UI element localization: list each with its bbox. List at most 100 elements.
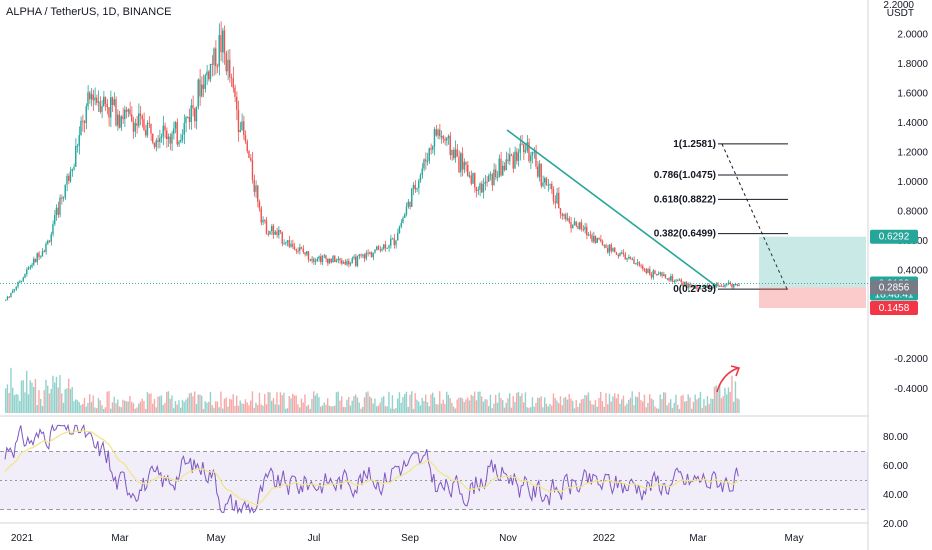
volume-bar [419,405,422,413]
volume-bar [621,399,623,413]
volume-bar [337,391,339,413]
candle-body [733,284,735,288]
volume-bar [589,400,591,413]
volume-bar [341,396,343,413]
volume-bar [398,392,401,413]
candle-body [17,281,19,287]
candle-body [62,197,65,199]
candle-body [66,175,68,185]
volume-bar [111,402,114,413]
volume-bar [87,402,89,413]
volume-bar [460,397,462,413]
volume-bar [409,394,411,413]
candle-body [139,113,142,116]
candle-body [554,201,556,203]
volume-bar [580,399,583,413]
volume-bar [327,398,329,413]
volume-bar [465,399,467,413]
candle-body [734,283,737,285]
volume-bar [388,391,390,413]
rsi-tick-label: 60.00 [883,461,908,472]
candle-body [111,97,114,106]
candle-body [488,175,490,182]
candle-body [197,79,199,107]
volume-bar [591,404,593,413]
candle-body [650,274,653,278]
candle-body [353,256,355,259]
candle-body [47,240,49,244]
candle-body [110,97,112,118]
volume-bar [531,397,534,413]
volume-bar [603,406,605,413]
volume-bar [635,396,637,413]
volume-bar [348,397,350,413]
volume-bar [89,394,91,413]
volume-bar [619,403,621,413]
volume-bar [699,391,702,413]
volume-bar [447,394,450,413]
volume-bar [339,400,341,413]
candle-body [173,128,175,134]
candle-body [52,223,54,235]
volume-bar [642,401,644,413]
candle-body [475,187,478,191]
volume-bar [92,395,94,413]
candle-body [582,229,584,231]
candle-body [685,282,688,288]
candle-body [472,173,474,184]
volume-bar [351,400,353,413]
candle-body [246,141,248,152]
volume-bar [556,400,558,413]
volume-bar [300,398,303,413]
volume-bar [94,407,96,413]
volume-bar [229,398,231,413]
volume-bar [694,394,696,413]
candle-body [309,259,311,261]
volume-bar [75,399,77,413]
time-axis-label: Sep [401,533,419,544]
candle-body [633,259,635,264]
volume-bar [332,406,334,413]
volume-bar [328,405,331,413]
candle-body [288,240,290,247]
candle-body [482,184,485,193]
volume-bar [311,398,313,413]
volume-bar [145,408,147,413]
candle-body [713,287,716,289]
volume-bar [36,405,38,413]
volume-tick-label: -0.4000 [894,384,928,395]
volume-bar [304,394,306,413]
volume-bar [649,394,651,413]
candle-body [502,165,504,176]
volume-bar [26,370,28,413]
candle-body [297,250,299,252]
volume-bar [234,405,236,413]
candle-body [577,226,579,229]
candle-body [178,141,180,145]
candle-body [670,276,672,281]
candle-body [416,188,418,190]
volume-bar [372,403,374,413]
volume-bar [717,390,719,413]
candle-body [687,283,689,288]
volume-bar [549,403,551,413]
candle-body [274,231,276,235]
candle-body [656,274,658,276]
candle-body [132,121,135,132]
volume-bar [125,401,128,413]
volume-bar [117,399,119,413]
volume-bar [505,402,507,413]
volume-bar [292,393,294,413]
volume-bar [370,398,373,413]
candle-body [64,184,66,198]
volume-bar [122,399,124,413]
candle-body [549,183,551,185]
candle-body [232,78,234,88]
volume-bar [528,407,530,413]
candle-body [134,123,136,132]
candle-body [400,223,402,227]
candle-body [586,226,588,236]
candle-body [166,130,168,140]
volume-bar [157,396,159,413]
